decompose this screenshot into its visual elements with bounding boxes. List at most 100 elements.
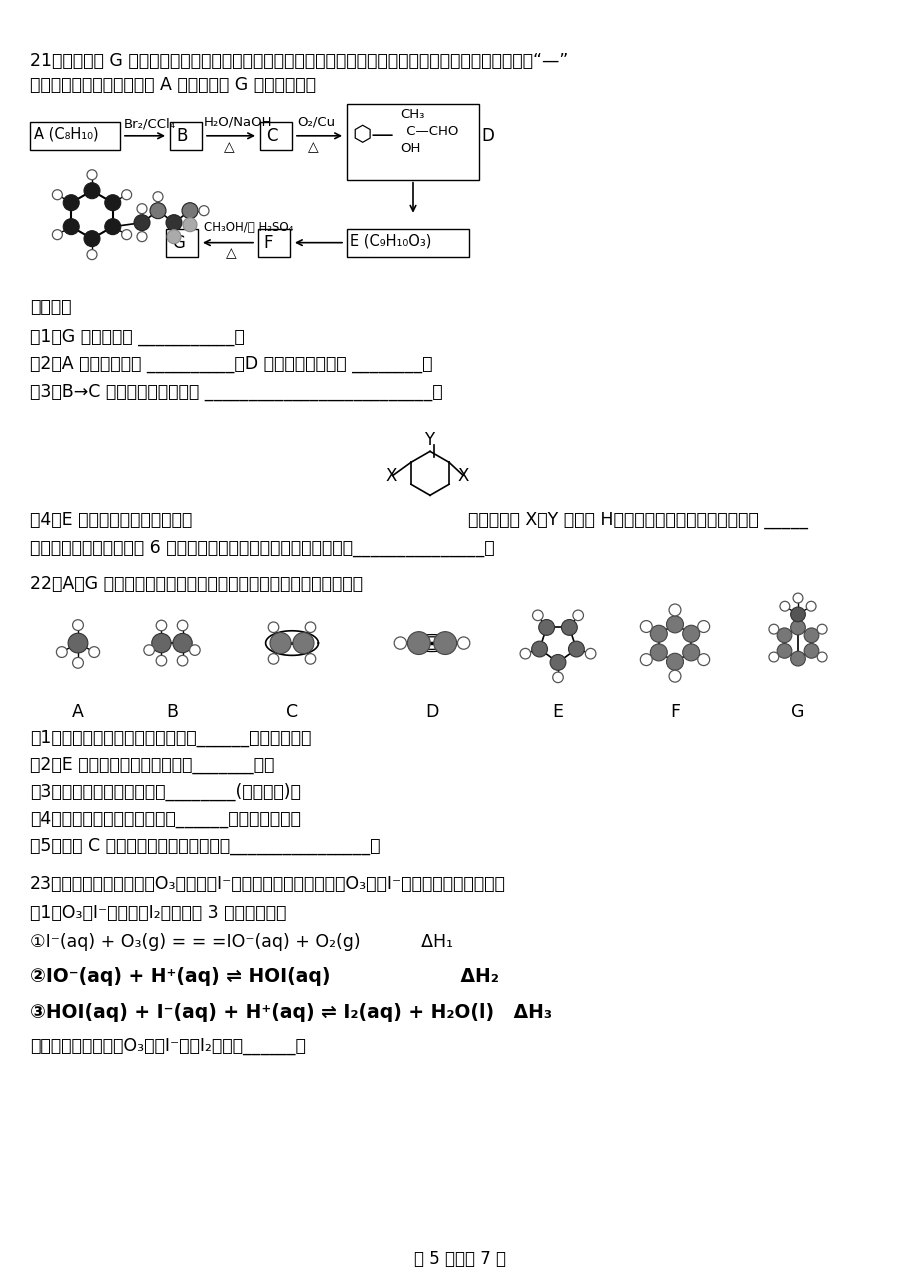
Text: CH₃OH/浓 H₂SO₄: CH₃OH/浓 H₂SO₄ bbox=[204, 220, 293, 234]
Text: 22．A～G 是几种烃的分子球棍模型（如图），据此回答下列问题：: 22．A～G 是几种烃的分子球棍模型（如图），据此回答下列问题： bbox=[30, 575, 363, 593]
Circle shape bbox=[73, 620, 84, 630]
Circle shape bbox=[56, 647, 67, 657]
Circle shape bbox=[792, 610, 802, 620]
Circle shape bbox=[84, 183, 100, 199]
Circle shape bbox=[816, 652, 826, 662]
Circle shape bbox=[768, 652, 777, 662]
Bar bbox=[260, 122, 291, 150]
Text: G: G bbox=[790, 703, 804, 721]
Text: H₂O/NaOH: H₂O/NaOH bbox=[204, 116, 272, 129]
Circle shape bbox=[457, 636, 470, 649]
Circle shape bbox=[789, 607, 804, 621]
Circle shape bbox=[393, 636, 406, 649]
Text: ①I⁻(aq) + O₃(g) = = =IO⁻(aq) + O₂(g)           ΔH₁: ①I⁻(aq) + O₃(g) = = =IO⁻(aq) + O₂(g) ΔH₁ bbox=[30, 933, 453, 951]
Circle shape bbox=[531, 642, 547, 657]
Text: F: F bbox=[669, 703, 679, 721]
Text: （1）O₃将I⁻氧化生成I₂的过程由 3 步反应组成：: （1）O₃将I⁻氧化生成I₂的过程由 3 步反应组成： bbox=[30, 904, 286, 922]
Circle shape bbox=[63, 219, 79, 234]
Circle shape bbox=[199, 206, 209, 215]
Circle shape bbox=[816, 624, 826, 634]
Circle shape bbox=[697, 653, 709, 666]
Text: 种，其中核磁共振氢谱有 6 个峰的物质结构简式为（写出一种即可）_______________。: 种，其中核磁共振氢谱有 6 个峰的物质结构简式为（写出一种即可）________… bbox=[30, 540, 494, 558]
Text: C—CHO: C—CHO bbox=[384, 125, 458, 137]
Circle shape bbox=[177, 656, 187, 666]
Text: A (C₈H₁₀): A (C₈H₁₀) bbox=[34, 127, 98, 141]
Text: Y: Y bbox=[424, 432, 434, 449]
Text: O₂/Cu: O₂/Cu bbox=[297, 116, 335, 129]
Text: ②IO⁻(aq) + H⁺(aq) ⇌ HOI(aq)                    ΔH₂: ②IO⁻(aq) + H⁺(aq) ⇌ HOI(aq) ΔH₂ bbox=[30, 966, 498, 985]
Circle shape bbox=[105, 219, 120, 234]
Text: E: E bbox=[552, 703, 562, 721]
Circle shape bbox=[183, 218, 197, 232]
Circle shape bbox=[682, 644, 699, 661]
Circle shape bbox=[792, 593, 802, 603]
Circle shape bbox=[134, 215, 150, 230]
Circle shape bbox=[305, 653, 315, 665]
Circle shape bbox=[407, 631, 430, 654]
Circle shape bbox=[561, 620, 576, 635]
Circle shape bbox=[156, 656, 166, 666]
Text: （4）E 的同分异构体中可用通式: （4）E 的同分异构体中可用通式 bbox=[30, 512, 192, 530]
Text: 不一定是单键）。用芳香烃 A 为原料合成 G 的路线如下：: 不一定是单键）。用芳香烃 A 为原料合成 G 的路线如下： bbox=[30, 76, 315, 94]
Circle shape bbox=[268, 653, 278, 665]
Text: （5）写出 C 的加聚反应的化学方程式：________________。: （5）写出 C 的加聚反应的化学方程式：________________。 bbox=[30, 836, 380, 854]
Circle shape bbox=[668, 603, 680, 616]
Bar bbox=[165, 229, 198, 257]
Circle shape bbox=[177, 620, 187, 631]
Circle shape bbox=[779, 601, 789, 611]
Text: C: C bbox=[266, 127, 278, 145]
Text: G: G bbox=[172, 234, 185, 252]
Text: D: D bbox=[425, 703, 438, 721]
Text: 用热化学方程式表示O₃氧化I⁻生成I₂的反应______。: 用热化学方程式表示O₃氧化I⁻生成I₂的反应______。 bbox=[30, 1036, 305, 1054]
Circle shape bbox=[137, 232, 147, 242]
Circle shape bbox=[52, 229, 62, 239]
Circle shape bbox=[268, 622, 278, 633]
Circle shape bbox=[189, 645, 200, 656]
Circle shape bbox=[665, 653, 683, 671]
Circle shape bbox=[182, 202, 198, 219]
Circle shape bbox=[550, 654, 565, 671]
Bar bbox=[30, 122, 119, 150]
Circle shape bbox=[768, 624, 777, 634]
Text: B: B bbox=[176, 127, 187, 145]
Text: △: △ bbox=[226, 247, 236, 261]
Text: CH₃: CH₃ bbox=[400, 108, 424, 121]
Circle shape bbox=[269, 633, 290, 653]
Text: △: △ bbox=[223, 140, 234, 154]
Circle shape bbox=[167, 229, 181, 243]
Circle shape bbox=[153, 192, 163, 201]
Text: X: X bbox=[458, 467, 469, 485]
Circle shape bbox=[143, 645, 154, 656]
Text: B: B bbox=[165, 703, 177, 721]
Circle shape bbox=[682, 625, 699, 642]
Circle shape bbox=[668, 671, 680, 682]
Circle shape bbox=[137, 204, 147, 214]
Text: （2）A 的结构简式为 __________；D 中官能团的名称为 ________。: （2）A 的结构简式为 __________；D 中官能团的名称为 ______… bbox=[30, 355, 432, 373]
Circle shape bbox=[165, 215, 182, 230]
Text: （1）常温下含碳量最高的气态烃是______（填字母）。: （1）常温下含碳量最高的气态烃是______（填字母）。 bbox=[30, 729, 311, 747]
Text: （1）G 的分子式为 ___________。: （1）G 的分子式为 ___________。 bbox=[30, 327, 244, 345]
Circle shape bbox=[640, 620, 652, 633]
Text: Br₂/CCl₄: Br₂/CCl₄ bbox=[124, 118, 176, 131]
Circle shape bbox=[640, 653, 652, 666]
Circle shape bbox=[552, 672, 562, 682]
Circle shape bbox=[777, 628, 791, 643]
Circle shape bbox=[89, 647, 99, 657]
Text: C: C bbox=[286, 703, 298, 721]
Text: （2）E 的一氯取代物同分异构有_______种。: （2）E 的一氯取代物同分异构有_______种。 bbox=[30, 756, 274, 774]
Circle shape bbox=[156, 620, 166, 631]
Circle shape bbox=[539, 620, 554, 635]
Text: ⬡—: ⬡— bbox=[352, 125, 393, 145]
Text: 表示（其中 X、Y 均不为 H），且能发生银镜反应的物质有 _____: 表示（其中 X、Y 均不为 H），且能发生银镜反应的物质有 _____ bbox=[468, 512, 807, 530]
Text: F: F bbox=[263, 234, 272, 252]
Circle shape bbox=[121, 229, 131, 239]
Text: △: △ bbox=[308, 140, 318, 154]
Circle shape bbox=[84, 230, 100, 247]
Circle shape bbox=[305, 622, 315, 633]
Text: A: A bbox=[72, 703, 84, 721]
Bar bbox=[346, 104, 479, 179]
Circle shape bbox=[519, 648, 530, 659]
Circle shape bbox=[777, 643, 791, 658]
Circle shape bbox=[803, 643, 818, 658]
Circle shape bbox=[805, 601, 815, 611]
